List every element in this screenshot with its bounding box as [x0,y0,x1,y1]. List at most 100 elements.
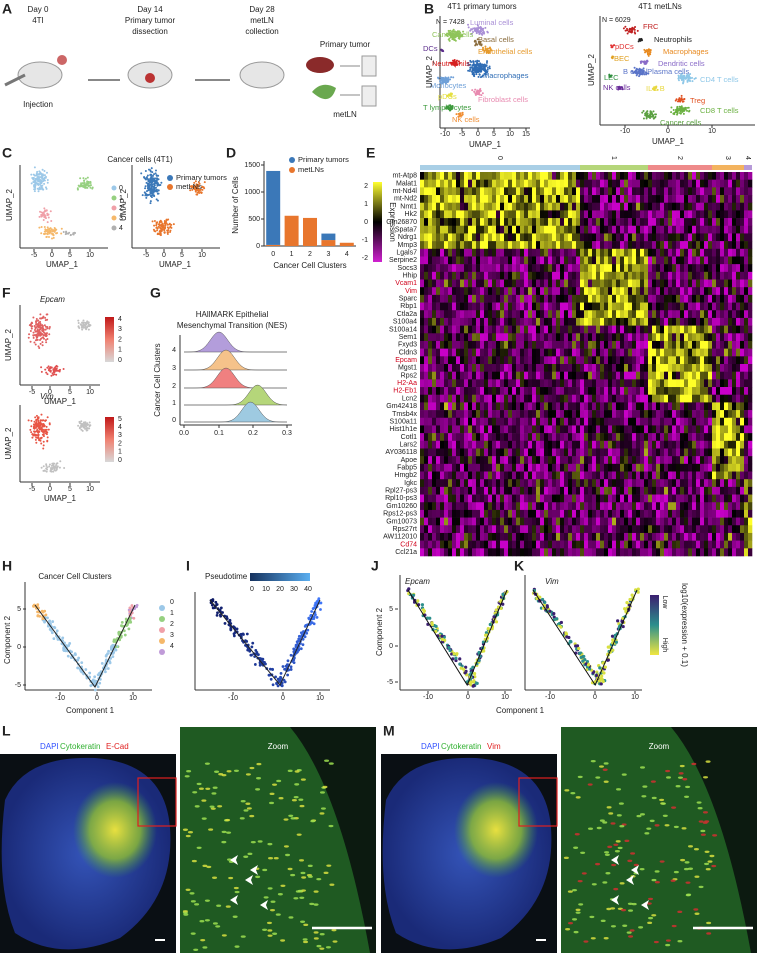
heatmap-cell [420,402,425,411]
heatmap-cell [536,279,541,288]
heatmap-cell [692,394,697,403]
heatmap-cell [688,218,693,227]
heatmap-cell [608,279,613,288]
heatmap-cell [588,248,593,257]
heatmap-cell [588,256,593,265]
cell-dot [34,185,37,188]
heatmap-cell [520,379,525,388]
heatmap-cell [656,340,661,349]
heatmap-cell [724,448,729,457]
cell-dot [37,190,40,193]
cell-dot [41,212,44,215]
cell-dot [201,188,204,191]
heatmap-cell [592,302,597,311]
heatmap-cell [744,356,749,365]
heatmap-cell [632,379,637,388]
heatmap-cell [452,225,457,234]
cell-dot [486,31,489,34]
heatmap-cell [628,187,633,196]
heatmap-cell [456,340,461,349]
cluster-label: DCs [423,44,438,53]
cell-dot [477,91,480,94]
heatmap-cell [628,264,633,273]
heatmap-cell [684,448,689,457]
heatmap-cell [624,210,629,219]
heatmap-cell [476,448,481,457]
panel-a-art [4,55,377,107]
heatmap-cell [440,195,445,204]
heatmap-cell [644,287,649,296]
heatmap-cell [532,279,537,288]
heatmap-cell [652,387,657,396]
heatmap-cell [692,279,697,288]
heatmap-cell [720,248,725,257]
heatmap-cell [600,256,605,265]
heatmap-cell [728,210,733,219]
heatmap-cell [596,310,601,319]
heatmap-cell [728,172,733,180]
heatmap-cell [612,448,617,457]
heatmap-cell [524,202,529,211]
heatmap-cell [472,302,477,311]
heatmap-cell [424,356,429,365]
cell-dot [471,89,474,92]
heatmap-cell [584,440,589,449]
heatmap-cell [648,317,653,326]
heatmap-cell [576,218,581,227]
heatmap-cell [488,287,493,296]
heatmap-cell [652,348,657,357]
heatmap-cell [700,195,705,204]
heatmap-cell [516,241,521,250]
heatmap-cell [552,371,557,380]
heatmap-cell [600,287,605,296]
heatmap-cell [692,210,697,219]
heatmap-cell [568,264,573,273]
heatmap-cell [444,241,449,250]
cell-dot [467,64,470,67]
cell-dot [144,185,147,188]
heatmap-cell [424,264,429,273]
heatmap-cell [664,448,669,457]
heatmap-cell [632,448,637,457]
cell-dot [686,73,689,76]
heatmap-cell [516,394,521,403]
heatmap-cell [520,302,525,311]
cell-dot [472,67,475,70]
heatmap-cell [464,456,469,465]
heatmap-cell [732,195,737,204]
heatmap-cell [748,241,753,250]
heatmap-cell [652,202,657,211]
heatmap-cell [436,195,441,204]
heatmap-cell [600,387,605,396]
heatmap-cell [456,202,461,211]
heatmap-cell [448,279,453,288]
heatmap-cell [680,325,685,334]
heatmap-cell [732,433,737,442]
heatmap-cell [612,218,617,227]
heatmap-cell [448,317,453,326]
cell-dot [84,177,87,180]
heatmap-cell [568,187,573,196]
heatmap-cell [616,325,621,334]
heatmap-cell [644,241,649,250]
x-tick-label: 10 [86,252,94,259]
heatmap-cell [636,225,641,234]
heatmap-cell [420,410,425,419]
heatmap-cell [532,417,537,426]
heatmap-cell [532,294,537,303]
heatmap-cell [732,294,737,303]
heatmap-cell [592,310,597,319]
heatmap-cell [532,364,537,372]
heatmap-cell [472,333,477,342]
heatmap-cell [696,264,701,273]
heatmap-cell [508,172,513,180]
heatmap-cell [552,456,557,465]
heatmap-cell [480,325,485,334]
heatmap-cell [540,287,545,296]
heatmap-cell [576,195,581,204]
heatmap-cell [448,294,453,303]
cell-dot [475,73,478,76]
cell-dot [455,63,458,66]
heatmap-cell [528,456,533,465]
